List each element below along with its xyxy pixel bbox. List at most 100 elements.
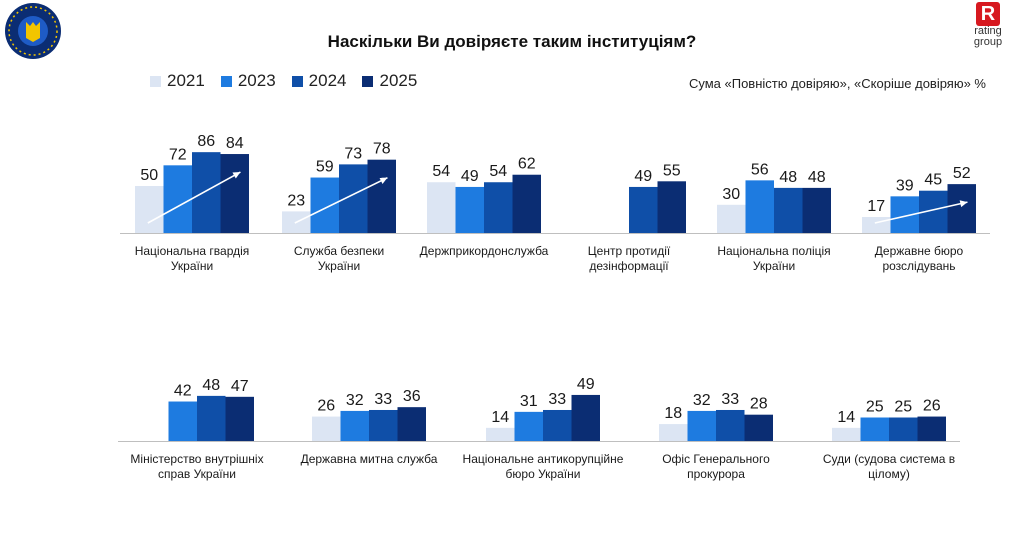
- data-label: 32: [693, 392, 711, 409]
- bar-2023: [687, 410, 716, 441]
- bar-2023: [310, 177, 339, 233]
- trend-arrow: [294, 176, 388, 224]
- data-label: 39: [896, 177, 914, 194]
- legend-item-2021: 2021: [150, 71, 205, 91]
- data-label: 73: [344, 145, 362, 162]
- category-label-line: Офіс Генерального: [662, 452, 770, 466]
- category-label-line: України: [753, 259, 795, 273]
- bar-2024: [192, 152, 221, 233]
- legend-label: 2023: [237, 71, 276, 90]
- data-label: 48: [808, 169, 826, 186]
- bar-2025: [225, 396, 254, 441]
- data-label: 54: [432, 163, 450, 180]
- data-label: 55: [663, 162, 681, 179]
- legend-swatch: [291, 75, 303, 87]
- category-label: Держприкордонслужба: [420, 244, 549, 258]
- data-label: 78: [373, 141, 391, 158]
- eu-ukraine-logo: [4, 2, 62, 60]
- rating-mark-icon: R: [976, 2, 1000, 26]
- bar-2024: [889, 417, 918, 441]
- category-label: Національна гвардія України: [135, 244, 250, 273]
- data-label: 48: [779, 169, 797, 186]
- data-label: 62: [518, 156, 536, 173]
- legend-swatch: [150, 75, 161, 87]
- category-label-line: прокурора: [687, 467, 745, 481]
- rating-group-logo: R rating group: [964, 0, 1012, 56]
- category-label-line: цілому): [868, 467, 910, 481]
- category-label-line: бюро України: [506, 467, 581, 481]
- data-label: 14: [837, 409, 855, 426]
- bar-2025: [917, 416, 946, 441]
- data-label: 17: [867, 198, 885, 215]
- bar-2025: [571, 394, 600, 441]
- data-label: 47: [231, 378, 249, 395]
- bar-2023: [860, 417, 889, 441]
- data-label: 33: [548, 391, 566, 408]
- data-label: 23: [287, 192, 305, 209]
- category-label-line: Національна гвардія: [135, 244, 250, 258]
- category-label-line: Міністерство внутрішніх: [130, 452, 263, 466]
- data-label: 18: [664, 405, 682, 422]
- bar-2024: [629, 186, 658, 233]
- chart-title: Наскільки Ви довіряєте таким інституціям…: [327, 32, 697, 51]
- legend-item-2024: 2024: [291, 71, 346, 91]
- data-label: 26: [923, 398, 941, 415]
- bar-2021: [486, 427, 515, 441]
- category-label: Офіс Генерального прокурора: [662, 452, 770, 481]
- data-label: 56: [751, 161, 769, 178]
- data-label: 84: [226, 135, 244, 152]
- category-label-line: України: [318, 259, 360, 273]
- bar-2025: [802, 187, 831, 233]
- brand-name-bottom: group: [973, 36, 1003, 48]
- bar-2025: [947, 184, 976, 233]
- legend-swatch: [220, 75, 232, 87]
- data-label: 33: [374, 391, 392, 408]
- trend-arrow-head: [959, 200, 968, 208]
- bar-2021: [862, 217, 891, 233]
- category-label-line: Суди (судова система в: [823, 452, 955, 466]
- data-label: 49: [461, 168, 479, 185]
- data-label: 33: [721, 391, 739, 408]
- data-label: 54: [489, 163, 507, 180]
- bar-2024: [774, 187, 803, 233]
- data-label: 50: [140, 167, 158, 184]
- category-label: Національне антикорупційне бюро України: [463, 452, 624, 481]
- data-label: 42: [174, 383, 192, 400]
- category-label-line: розслідувань: [882, 259, 955, 273]
- data-label: 72: [169, 146, 187, 163]
- bar-2024: [543, 409, 572, 441]
- bar-2021: [717, 204, 746, 233]
- category-label-line: справ України: [158, 467, 236, 481]
- category-label: Служба безпеки України: [294, 244, 384, 273]
- data-label: 49: [577, 376, 595, 393]
- bar-2021: [312, 416, 341, 441]
- data-label: 45: [924, 172, 942, 189]
- category-label: Суди (судова система в цілому): [823, 452, 955, 481]
- category-label-line: Національна поліція: [717, 244, 830, 258]
- bar-2024: [197, 395, 226, 441]
- bar-2025: [512, 174, 541, 233]
- bar-2023: [514, 411, 543, 441]
- category-label-line: Державне бюро: [875, 244, 964, 258]
- category-label-line: Служба безпеки: [294, 244, 384, 258]
- bar-2021: [427, 182, 456, 233]
- chart-subtitle: Сума «Повністю довіряю», «Скоріше довіря…: [688, 76, 986, 91]
- eu-ukraine-emblem-icon: [5, 3, 61, 59]
- bar-2023: [340, 410, 369, 441]
- chart-legend: 2021 2023 2024 2025: [150, 71, 417, 91]
- category-label: Державна митна служба: [301, 452, 438, 466]
- category-label-line: Центр протидії: [588, 244, 671, 258]
- category-label: Національна поліція України: [717, 244, 830, 273]
- data-label: 52: [953, 165, 971, 182]
- category-label-line: України: [171, 259, 213, 273]
- bar-2021: [832, 427, 861, 441]
- bar-2025: [367, 159, 396, 233]
- data-label: 25: [894, 399, 912, 416]
- category-label: Міністерство внутрішніх справ України: [130, 452, 263, 481]
- bar-2023: [455, 186, 484, 233]
- bar-2025: [220, 154, 249, 233]
- bar-2021: [659, 424, 688, 441]
- bar-2025: [744, 414, 773, 441]
- legend-item-2023: 2023: [220, 71, 276, 91]
